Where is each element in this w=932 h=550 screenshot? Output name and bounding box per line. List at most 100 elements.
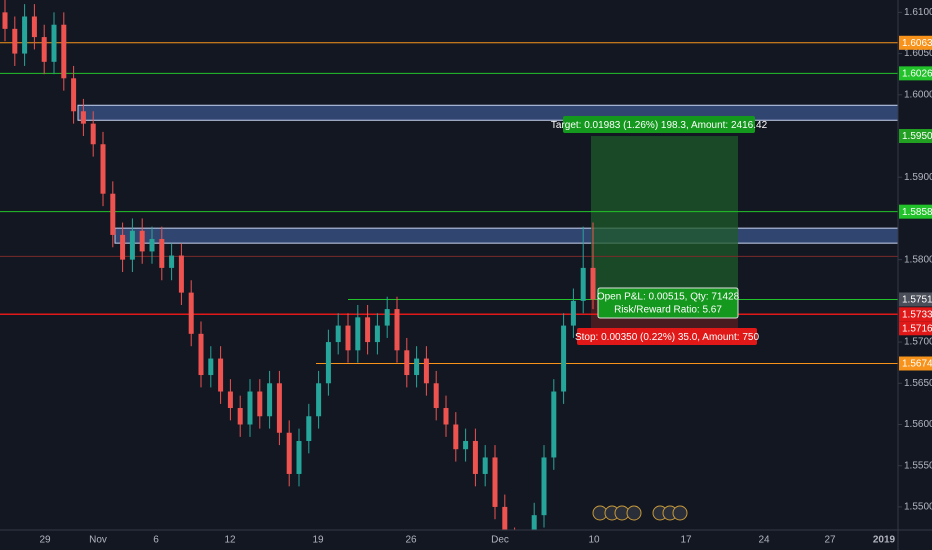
y-tick-label: 1.55000 (904, 502, 932, 513)
candle-body (90, 123, 96, 145)
target-label-box (563, 116, 755, 133)
candle-body (492, 457, 498, 507)
candle-body (237, 408, 243, 425)
ratio-label: Risk/Reward Ratio: 5.67 (614, 305, 722, 316)
candle-body (463, 440, 469, 450)
candle-body (306, 416, 312, 441)
candle-body (394, 309, 400, 351)
x-tick-label: 12 (224, 535, 236, 546)
stop-label: Stop: 0.00350 (0.22%) 35.0, Amount: 750 (575, 332, 759, 343)
candle-body (286, 432, 292, 474)
candle-body (120, 234, 126, 260)
candle-body (531, 515, 537, 530)
candle-body (335, 325, 341, 343)
candle-body (561, 325, 567, 392)
y-tick-label: 1.60000 (904, 89, 932, 100)
x-tick-label: 24 (758, 535, 770, 546)
y-tick-label: 1.59000 (904, 172, 932, 183)
candle-body (267, 383, 273, 417)
candle-body (590, 267, 596, 300)
target-label: Target: 0.01983 (1.26%) 198.3, Amount: 2… (551, 120, 768, 131)
price-tag (899, 307, 932, 322)
y-tick-label: 1.61000 (904, 7, 932, 18)
event-icons (592, 505, 688, 521)
candle-body (414, 358, 420, 376)
candle-body (374, 325, 380, 343)
pnl-label: Open P&L: 0.00515, Qty: 71428 (597, 292, 740, 303)
candle-body (502, 506, 508, 530)
y-tick-label: 1.60500 (904, 48, 932, 59)
candle-body (218, 358, 224, 392)
y-tick-label: 1.57000 (904, 337, 932, 348)
candle-body (227, 391, 233, 409)
candle-body (71, 78, 77, 112)
candle-body (198, 333, 204, 376)
candle-body (541, 457, 547, 516)
x-tick-label: 29 (39, 535, 51, 546)
y-tick-label: 1.55500 (904, 460, 932, 471)
price-tag-label: 1.57517 (902, 295, 932, 306)
candle-body (110, 193, 116, 235)
target-zone (591, 136, 738, 300)
y-tick-label: 1.58000 (904, 254, 932, 265)
price-tag (899, 292, 932, 307)
x-tick-label: 6 (153, 535, 159, 546)
candle-body (551, 391, 557, 458)
candle-body (169, 255, 175, 268)
price-tag (899, 321, 932, 336)
candle-body (41, 37, 47, 62)
price-tag-label: 1.59500 (902, 131, 932, 142)
price-tag (899, 129, 932, 144)
candle-body (580, 267, 586, 301)
x-tick-label: 10 (588, 535, 600, 546)
plot-area (0, 0, 898, 530)
stop-label-box (577, 328, 757, 345)
y-tick-label: 1.56000 (904, 419, 932, 430)
candle-body (2, 12, 8, 29)
x-tick-label: 19 (312, 535, 324, 546)
price-tag-label: 1.57167 (902, 323, 932, 334)
candle-body (61, 24, 67, 79)
price-tag-label: 1.60260 (902, 68, 932, 79)
candle-body (296, 440, 302, 474)
candle-body (355, 317, 361, 351)
candle-body (31, 16, 37, 38)
x-tick-label: Dec (491, 535, 509, 546)
candle-body (276, 383, 282, 433)
y-tick-label: 1.56500 (904, 378, 932, 389)
candle-body (159, 239, 165, 268)
price-tag (899, 204, 932, 219)
candle-body (443, 408, 449, 425)
candle-body (404, 350, 410, 376)
candle-body (22, 16, 28, 54)
candle-body (345, 325, 351, 351)
price-tag-label: 1.57337 (902, 309, 932, 320)
price-tag (899, 356, 932, 371)
candle-body (178, 255, 184, 293)
zone (77, 104, 898, 121)
price-tag (899, 66, 932, 81)
price-tag (899, 35, 932, 50)
candle-body (208, 358, 214, 376)
candle-body (257, 391, 263, 417)
x-tick-label: 26 (405, 535, 417, 546)
candle-body (433, 383, 439, 409)
candle-body (482, 457, 488, 474)
candle-body (188, 292, 194, 334)
candle-body (51, 24, 57, 62)
price-tag-label: 1.56740 (902, 359, 932, 370)
x-tick-label: 2019 (873, 535, 896, 546)
candle-body (316, 383, 322, 417)
candle-body (12, 28, 18, 54)
pnl-box (597, 287, 739, 319)
candle-body (149, 239, 155, 252)
x-tick-label: Nov (89, 535, 107, 546)
candle-body (423, 358, 429, 384)
candle-body (384, 309, 390, 326)
candle-body (453, 424, 459, 450)
candle-body (365, 317, 371, 343)
candle-body (80, 111, 86, 124)
